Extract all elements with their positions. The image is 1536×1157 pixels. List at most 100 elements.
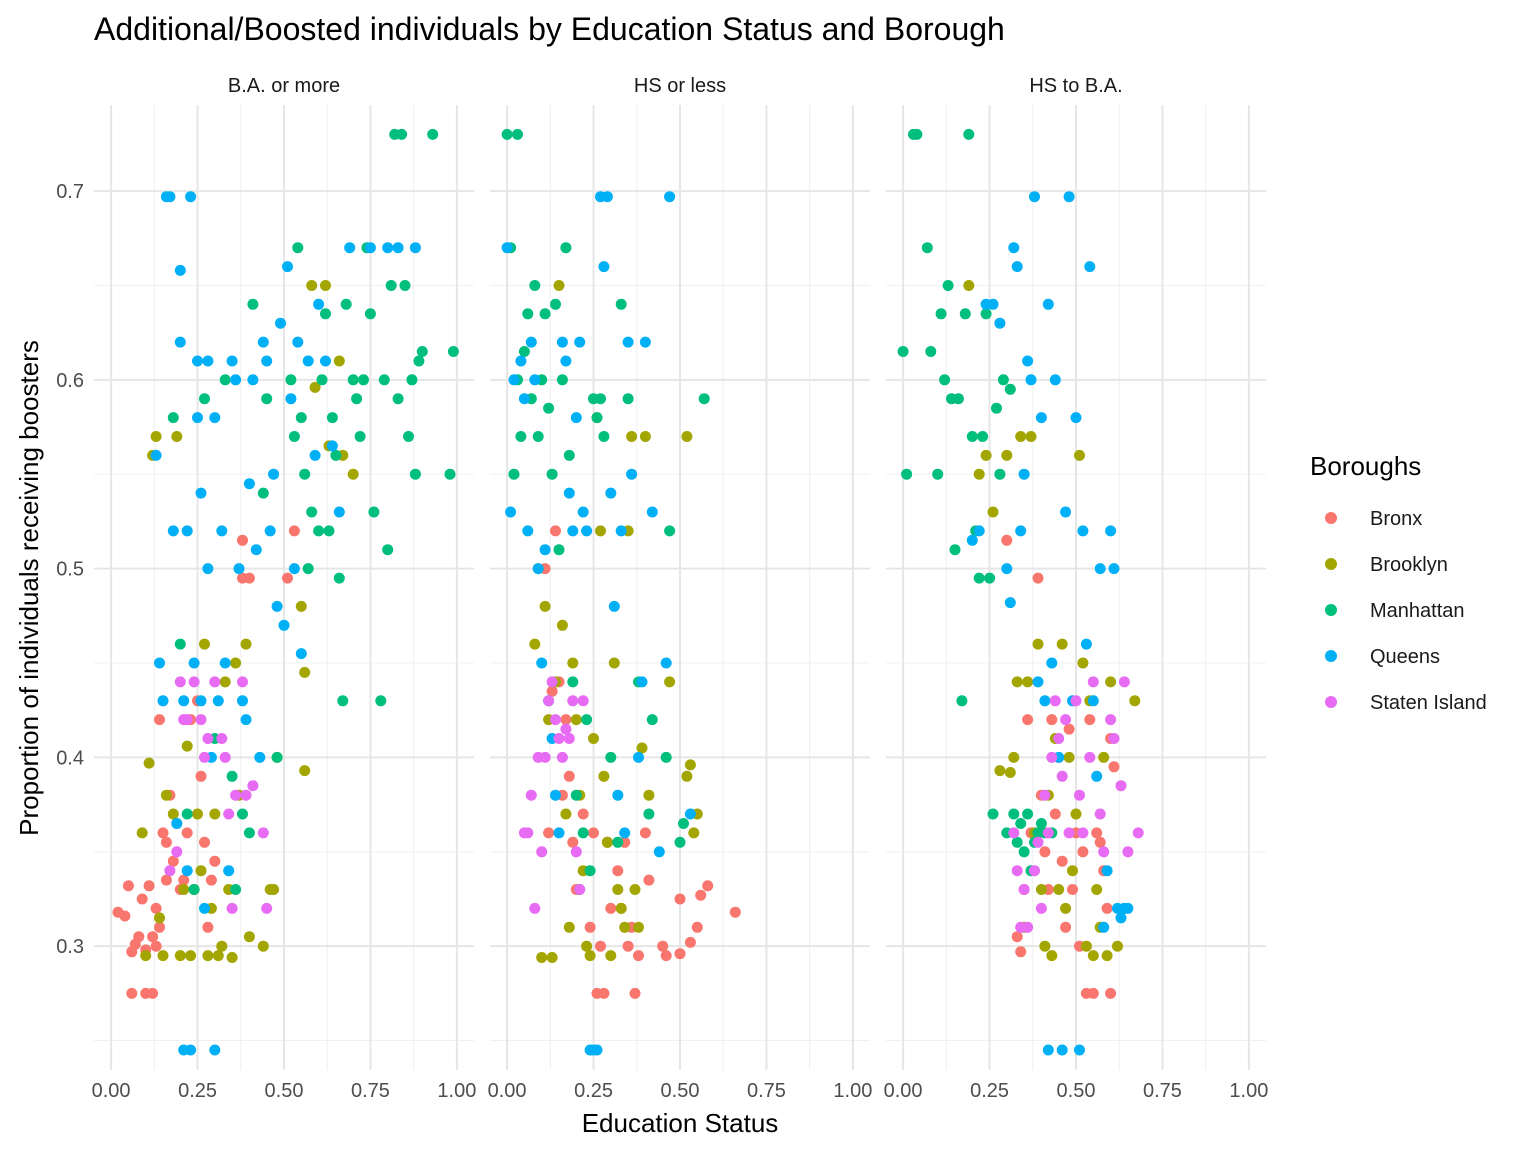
data-point (660, 657, 672, 669)
data-point (1122, 902, 1134, 914)
data-point (171, 431, 183, 442)
data-point (288, 563, 300, 575)
x-tick-label: 1.00 (833, 1080, 872, 1102)
data-point (167, 525, 179, 537)
data-point (595, 940, 606, 952)
y-tick-label: 0.5 (56, 559, 84, 581)
data-point (1070, 695, 1082, 707)
data-point (1060, 714, 1072, 726)
data-point (154, 714, 165, 726)
data-point (942, 280, 954, 291)
data-point (570, 714, 582, 726)
data-point (588, 827, 599, 839)
data-point (508, 468, 520, 480)
x-tick-label: 0.00 (488, 1080, 527, 1102)
data-point (299, 468, 311, 480)
data-point (413, 355, 425, 367)
data-point (1115, 780, 1127, 792)
data-point (1080, 638, 1092, 650)
data-point (226, 952, 238, 963)
data-point (382, 242, 394, 254)
data-point (268, 884, 280, 895)
data-point (219, 751, 231, 763)
data-point (1025, 374, 1037, 386)
data-point (444, 468, 456, 480)
data-point (254, 751, 266, 763)
data-point (209, 808, 221, 820)
data-point (195, 714, 207, 726)
data-point (174, 638, 186, 650)
data-point (409, 468, 421, 480)
data-point (674, 948, 686, 960)
data-point (966, 534, 978, 546)
data-point (1032, 638, 1044, 650)
data-point (1046, 714, 1058, 726)
data-point (570, 789, 582, 801)
data-point (247, 374, 259, 386)
data-point (195, 487, 207, 499)
data-point (1022, 921, 1034, 933)
data-point (598, 770, 610, 782)
legend-key (1325, 604, 1337, 616)
data-point (392, 393, 404, 405)
data-point (1022, 714, 1034, 726)
data-point (1042, 1044, 1054, 1056)
legend-label: Staten Island (1370, 692, 1487, 714)
data-point (154, 921, 165, 933)
data-point (378, 374, 390, 386)
data-point (963, 280, 975, 291)
data-point (1105, 676, 1117, 688)
y-axis-title: Proportion of individuals receiving boos… (14, 340, 44, 836)
data-point (1056, 1044, 1068, 1056)
data-point (382, 544, 394, 556)
data-point (612, 884, 624, 895)
x-tick-label: 0.75 (1143, 1080, 1182, 1102)
data-point (949, 544, 961, 556)
data-point (199, 902, 210, 914)
data-point (615, 298, 627, 310)
data-point (980, 308, 992, 320)
data-point (219, 676, 231, 688)
data-point (1098, 846, 1110, 858)
data-point (195, 770, 207, 782)
data-point (292, 242, 304, 254)
data-point (154, 657, 165, 669)
data-point (567, 836, 579, 848)
data-point (247, 780, 259, 792)
y-tick-label: 0.4 (56, 747, 84, 769)
data-point (164, 191, 176, 203)
data-point (292, 336, 304, 348)
data-point (550, 789, 561, 801)
data-point (577, 808, 589, 820)
data-point (202, 733, 214, 744)
x-tick-label: 0.50 (661, 1080, 700, 1102)
data-point (598, 261, 610, 273)
data-point (1074, 449, 1085, 461)
data-point (563, 921, 575, 933)
data-point (1112, 940, 1123, 952)
data-point (1098, 751, 1110, 763)
data-point (181, 865, 193, 877)
chart-title: Additional/Boosted individuals by Educat… (94, 11, 1005, 47)
data-point (185, 950, 197, 962)
data-point (660, 950, 672, 962)
data-point (375, 695, 387, 707)
data-point (143, 880, 155, 892)
data-point (512, 128, 523, 140)
data-point (1015, 818, 1027, 829)
data-point (230, 789, 242, 801)
data-point (171, 846, 183, 858)
data-point (192, 412, 203, 424)
data-point (681, 431, 693, 442)
data-point (320, 280, 331, 291)
data-point (543, 402, 555, 414)
data-point (973, 468, 985, 480)
x-tick-label: 0.25 (970, 1080, 1009, 1102)
data-point (501, 128, 513, 140)
data-point (1101, 865, 1113, 877)
data-point (1105, 987, 1117, 999)
data-point (1049, 808, 1061, 820)
data-point (529, 280, 541, 291)
data-point (209, 1044, 221, 1056)
x-tick-label: 0.25 (178, 1080, 217, 1102)
